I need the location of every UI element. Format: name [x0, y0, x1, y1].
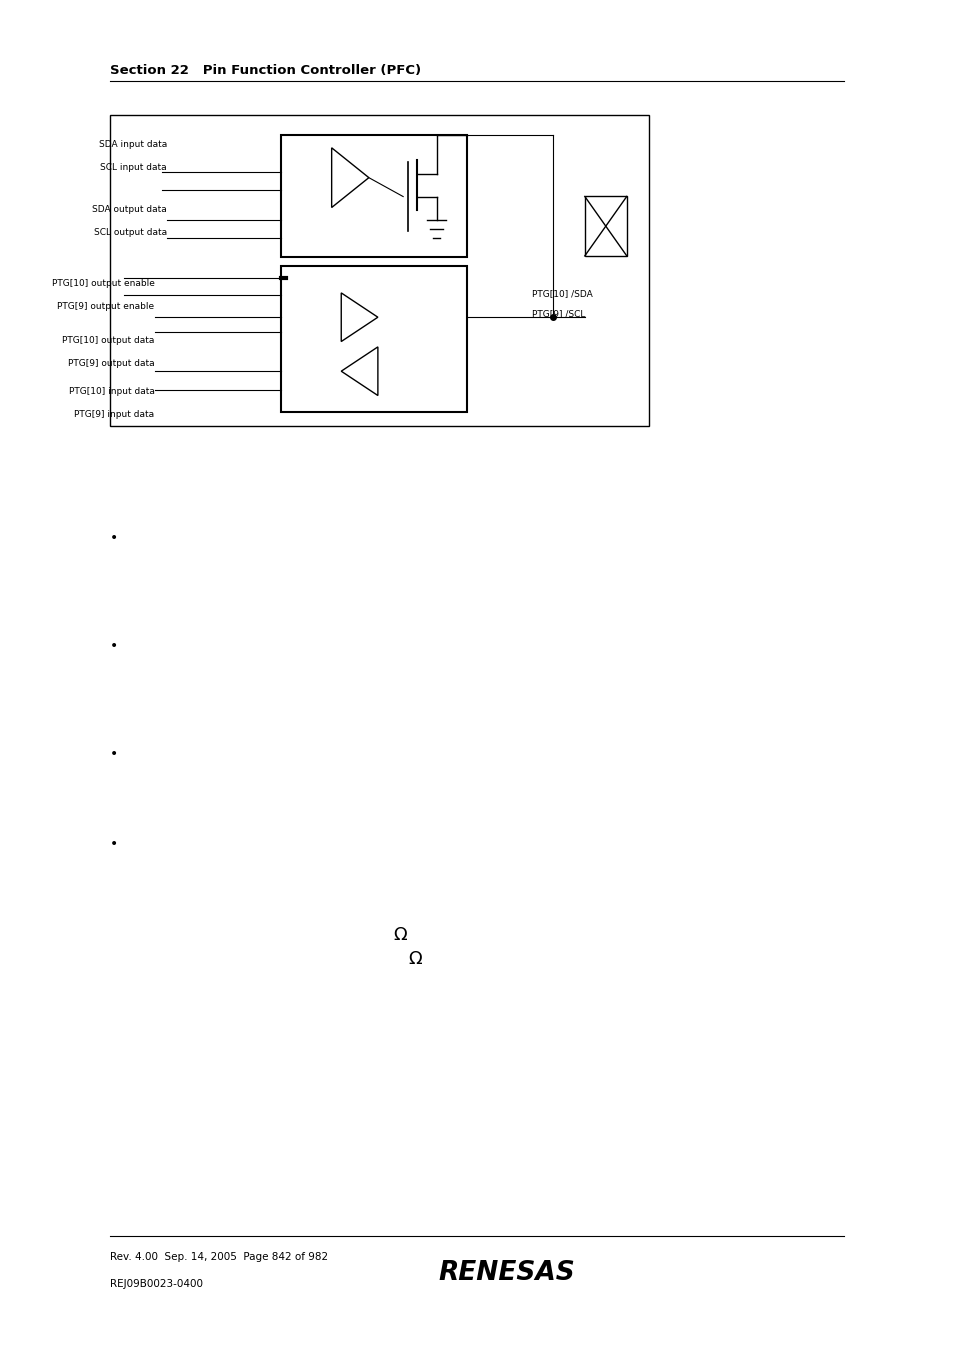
Text: PTG[9] output data: PTG[9] output data [68, 359, 154, 367]
Text: SCL output data: SCL output data [93, 228, 167, 236]
Text: •: • [110, 747, 118, 761]
Bar [281, 135, 467, 257]
Text: PTG[10] input data: PTG[10] input data [69, 388, 154, 396]
Text: PTG[10] output data: PTG[10] output data [62, 336, 154, 345]
Text: PTG[9] /SCL: PTG[9] /SCL [532, 309, 585, 317]
Text: SDA input data: SDA input data [98, 141, 167, 149]
Text: SCL input data: SCL input data [100, 163, 167, 172]
Text: REJ09B0023-0400: REJ09B0023-0400 [110, 1279, 202, 1289]
Text: PTG[9] output enable: PTG[9] output enable [57, 303, 154, 311]
Text: •: • [110, 531, 118, 544]
Text: •: • [110, 838, 118, 851]
Bar [281, 266, 467, 412]
Text: Ω: Ω [408, 950, 421, 969]
Text: Ω: Ω [394, 925, 407, 944]
Polygon shape [341, 293, 377, 342]
Text: PTG[10] output enable: PTG[10] output enable [51, 280, 154, 288]
Text: PTG[10] /SDA: PTG[10] /SDA [532, 289, 593, 297]
Bar [584, 196, 626, 255]
Text: PTG[9] input data: PTG[9] input data [74, 411, 154, 419]
Polygon shape [332, 147, 369, 208]
Text: Rev. 4.00  Sep. 14, 2005  Page 842 of 982: Rev. 4.00 Sep. 14, 2005 Page 842 of 982 [110, 1252, 328, 1262]
Text: Section 22   Pin Function Controller (PFC): Section 22 Pin Function Controller (PFC) [110, 63, 420, 77]
Text: SDA output data: SDA output data [92, 205, 167, 213]
Text: •: • [110, 639, 118, 653]
Bar [110, 115, 648, 426]
Text: RENESAS: RENESAS [438, 1260, 575, 1286]
Polygon shape [341, 347, 377, 396]
